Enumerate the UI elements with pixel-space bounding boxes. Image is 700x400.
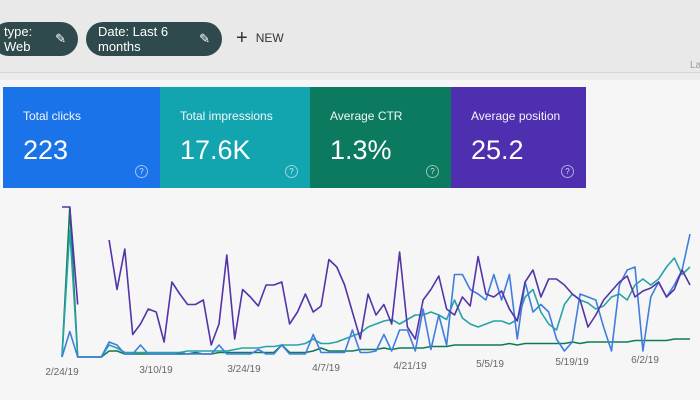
- x-tick-label: 3/10/19: [139, 365, 173, 376]
- series-line-total-clicks: [61, 233, 691, 358]
- pencil-icon[interactable]: ✎: [55, 31, 66, 46]
- help-icon[interactable]: ?: [135, 165, 148, 178]
- edge-text: La: [690, 60, 700, 71]
- metric-label: Average CTR: [330, 109, 403, 123]
- metric-card-average-ctr[interactable]: Average CTR 1.3% ?: [310, 87, 451, 188]
- filter-label: type: Web: [4, 24, 33, 54]
- series-line-average-position: [62, 206, 691, 346]
- plus-icon: +: [236, 27, 248, 49]
- x-tick-label: 6/2/19: [631, 355, 659, 366]
- metric-card-average-position[interactable]: Average position 25.2 ?: [451, 87, 586, 188]
- metric-value: 17.6K: [180, 135, 251, 165]
- x-tick-label: 4/7/19: [312, 363, 340, 374]
- series-line-total-impressions: [61, 228, 691, 358]
- help-icon[interactable]: ?: [285, 165, 298, 178]
- pencil-icon[interactable]: ✎: [199, 31, 210, 46]
- help-icon[interactable]: ?: [426, 165, 439, 178]
- filter-bar: type: Web ✎ Date: Last 6 months ✎ + NEW …: [0, 0, 700, 73]
- x-tick-label: 3/24/19: [227, 364, 261, 375]
- x-tick-label: 2/24/19: [45, 367, 79, 378]
- new-filter-button[interactable]: + NEW: [236, 28, 284, 48]
- metric-card-total-clicks[interactable]: Total clicks 223 ?: [3, 87, 160, 188]
- x-tick-label: 5/5/19: [476, 359, 504, 370]
- x-tick-label: 5/19/19: [555, 357, 589, 368]
- filter-chip-type[interactable]: type: Web ✎: [0, 22, 78, 56]
- metric-value: 1.3%: [330, 135, 392, 165]
- new-button-label: NEW: [255, 31, 284, 45]
- series-line-average-ctr: [61, 206, 690, 358]
- metric-label: Average position: [471, 109, 561, 123]
- x-tick-label: 4/21/19: [393, 361, 427, 372]
- help-icon[interactable]: ?: [561, 165, 574, 178]
- performance-chart: 2/24/19 3/10/19 3/24/19 4/7/19 4/21/19 5/5/19…: [45, 206, 691, 378]
- filter-label: Date: Last 6 months: [98, 24, 169, 54]
- metric-label: Total impressions: [180, 109, 273, 123]
- metric-value: 223: [23, 135, 69, 165]
- metric-card-total-impressions[interactable]: Total impressions 17.6K ?: [160, 87, 310, 188]
- metric-value: 25.2: [471, 135, 524, 165]
- filter-chip-date[interactable]: Date: Last 6 months ✎: [86, 22, 222, 56]
- metric-label: Total clicks: [23, 109, 82, 123]
